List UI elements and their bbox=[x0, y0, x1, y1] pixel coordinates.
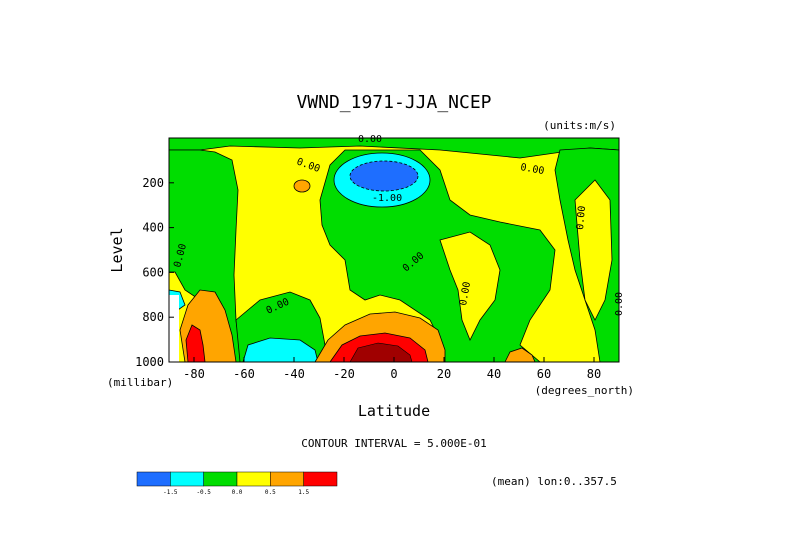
x-tick-label: -20 bbox=[333, 367, 355, 381]
x-tick-label: -60 bbox=[233, 367, 255, 381]
y-axis-ticks: 200 400 600 800 1000 bbox=[135, 176, 174, 369]
contour-label: 0.00 bbox=[519, 162, 545, 177]
colorbar-tick-label: -0.5 bbox=[196, 489, 211, 496]
colorbar-tick-label: 0.0 bbox=[232, 489, 243, 496]
x-axis-ticks: -80 -60 -40 -20 0 20 40 60 80 bbox=[183, 357, 601, 381]
x-tick-label: -40 bbox=[283, 367, 305, 381]
colorbar-swatch bbox=[236, 471, 271, 487]
mean-text: (mean) lon:0..357.5 bbox=[491, 475, 617, 488]
colorbar-tick-label: 0.5 bbox=[265, 489, 276, 496]
colorbar: -1.5 -0.5 0.0 0.5 1.5 bbox=[136, 471, 338, 496]
units-label: (units:m/s) bbox=[543, 119, 616, 132]
y-tick-label: 800 bbox=[142, 310, 164, 324]
blue-regions bbox=[349, 160, 419, 192]
x-tick-label: 0 bbox=[390, 367, 397, 381]
colorbar-swatch bbox=[136, 471, 171, 487]
orange-region-small bbox=[293, 179, 311, 193]
x-tick-label: 80 bbox=[587, 367, 601, 381]
contour-label: 0.00 bbox=[358, 134, 382, 145]
colorbar-tick-label: -1.5 bbox=[163, 489, 178, 496]
contour-label: -1.00 bbox=[372, 193, 402, 204]
y-tick-label: 1000 bbox=[135, 355, 164, 369]
contour-label: 0.00 bbox=[458, 281, 473, 307]
x-axis-label: Latitude bbox=[358, 402, 430, 420]
x-tick-label: -80 bbox=[183, 367, 205, 381]
y-tick-label: 200 bbox=[142, 176, 164, 190]
yellow-pocket-mid bbox=[439, 231, 501, 341]
y-axis-units: (millibar) bbox=[107, 376, 173, 389]
y-tick-label: 400 bbox=[142, 221, 164, 235]
x-tick-label: 20 bbox=[437, 367, 451, 381]
chart-title: VWND_1971-JJA_NCEP bbox=[296, 92, 491, 113]
yellow-pockets bbox=[439, 179, 613, 341]
contour-label: 0.00 bbox=[575, 205, 588, 230]
x-tick-label: 40 bbox=[487, 367, 501, 381]
colorbar-swatch bbox=[270, 471, 304, 487]
yellow-pocket-north bbox=[574, 179, 613, 321]
blue-region-jet-core bbox=[349, 160, 419, 192]
colorbar-swatch bbox=[303, 471, 338, 487]
colorbar-swatch bbox=[203, 471, 238, 487]
missing-data-area bbox=[169, 295, 179, 362]
colorbar-tick-label: 1.5 bbox=[298, 489, 309, 496]
y-tick-label: 600 bbox=[142, 265, 164, 279]
colorbar-swatch bbox=[170, 471, 204, 487]
contour-interval-text: CONTOUR INTERVAL = 5.000E-01 bbox=[301, 437, 486, 450]
y-axis-label: Level bbox=[108, 227, 126, 272]
x-tick-label: 60 bbox=[537, 367, 551, 381]
x-axis-units: (degrees_north) bbox=[535, 384, 634, 397]
